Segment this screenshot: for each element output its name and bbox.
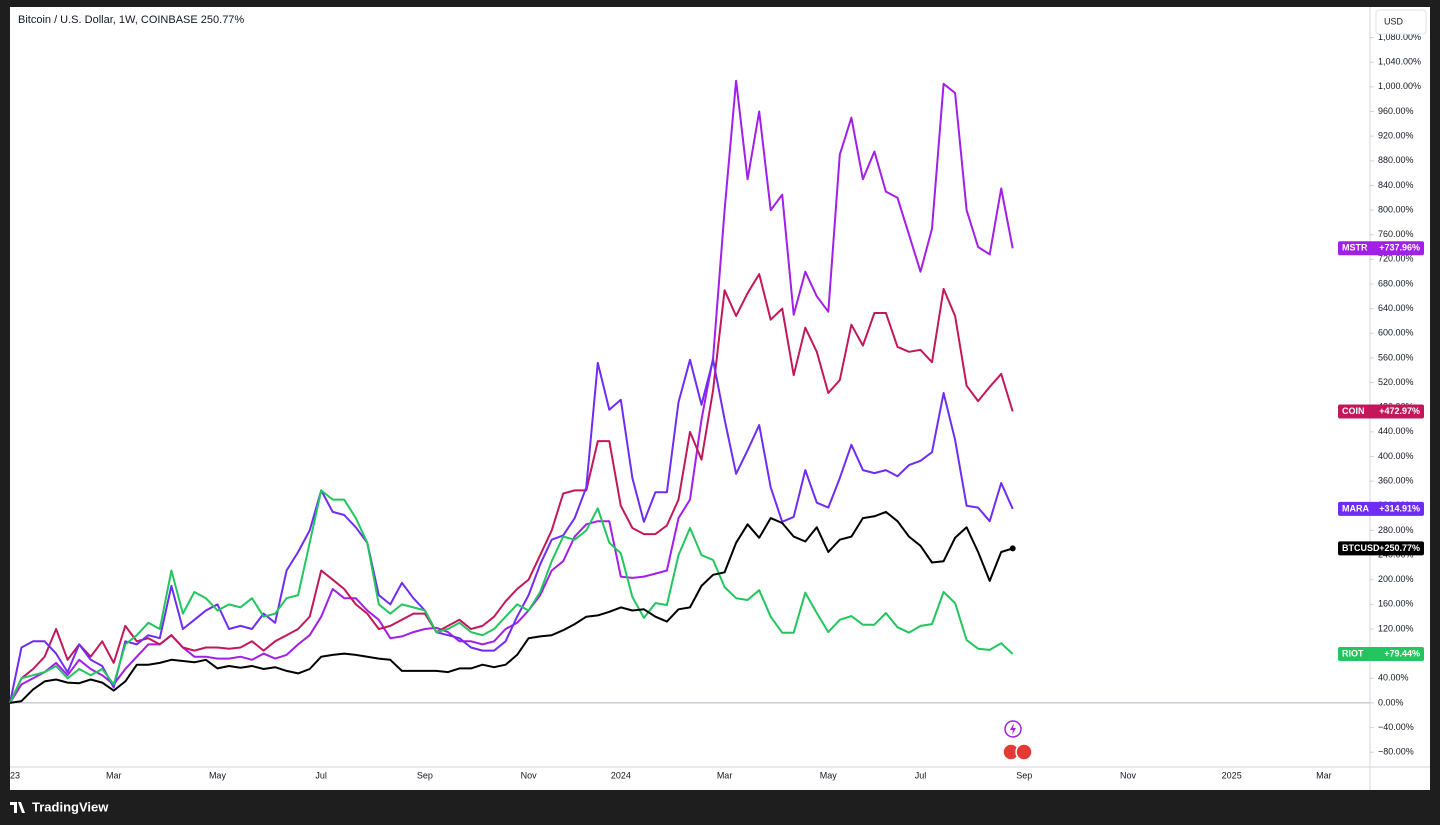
plot xyxy=(9,79,1370,704)
y-tick-label: 880.00% xyxy=(1378,155,1414,165)
price-tag xyxy=(1338,241,1424,256)
x-tick-label: Nov xyxy=(1120,770,1137,780)
price-tag xyxy=(1338,501,1424,516)
y-tick-label: 440.00% xyxy=(1378,426,1414,436)
x-tick-label: 2023 xyxy=(0,770,20,780)
last-point xyxy=(1009,545,1016,552)
logo-text: TradingView xyxy=(32,799,109,814)
y-tick-label: 520.00% xyxy=(1378,377,1414,387)
event-icon[interactable] xyxy=(1015,743,1033,761)
chart-title: Bitcoin / U.S. Dollar, 1W, COINBASE 250.… xyxy=(18,14,244,26)
x-tick-label: Sep xyxy=(417,770,433,780)
price-tag xyxy=(1338,541,1424,556)
series-line xyxy=(9,273,1014,704)
x-tick-label: Jul xyxy=(315,770,327,780)
series-line xyxy=(9,489,1014,704)
y-tick-label: 760.00% xyxy=(1378,229,1414,239)
legend-label: RIOT xyxy=(1342,648,1364,658)
y-tick-label: −40.00% xyxy=(1378,722,1414,732)
value-label: +79.44% xyxy=(1384,648,1420,658)
price-tag xyxy=(1338,646,1424,661)
x-tick-label: May xyxy=(820,770,838,780)
y-tick-label: 920.00% xyxy=(1378,131,1414,141)
x-tick-label: Mar xyxy=(1316,770,1332,780)
y-tick-label: 640.00% xyxy=(1378,303,1414,313)
y-tick-label: 280.00% xyxy=(1378,525,1414,535)
x-axis: 2023 Mar May Jul Sep Nov 2024 Mar May Jul Sep Nov 20… xyxy=(0,770,1332,780)
y-tick-label: 200.00% xyxy=(1378,574,1414,584)
y-tick-label: −80.00% xyxy=(1378,747,1414,757)
y-tick-label: 40.00% xyxy=(1378,673,1409,683)
series-line xyxy=(9,510,1013,704)
x-tick-label: Nov xyxy=(521,770,538,780)
x-tick-label: 2024 xyxy=(611,770,631,780)
y-tick-label: 360.00% xyxy=(1378,476,1414,486)
currency-button[interactable] xyxy=(1375,9,1427,35)
legend-label: MSTR xyxy=(1342,243,1368,253)
x-tick-label: Sep xyxy=(1016,770,1032,780)
y-tick-label: 600.00% xyxy=(1378,328,1414,338)
price-tags: MSTR +737.96% COIN +472.97% MARA +314.91% RIOT… xyxy=(1338,241,1424,661)
y-tick-label: 1,080.00% xyxy=(1378,32,1421,42)
event-icon-glyph xyxy=(1010,723,1016,735)
value-label: +472.97% xyxy=(1379,406,1420,416)
legend-label: MARA xyxy=(1342,503,1369,513)
price-tag xyxy=(1338,404,1424,419)
legend-label: COIN xyxy=(1342,406,1365,416)
y-tick-label: 960.00% xyxy=(1378,106,1414,116)
x-tick-label: Jul xyxy=(915,770,927,780)
legend-label: BTCUSD xyxy=(1342,543,1380,553)
y-tick-label: 160.00% xyxy=(1378,599,1414,609)
x-tick-label: Mar xyxy=(106,770,122,780)
event-icons xyxy=(1002,720,1033,761)
x-tick-label: Mar xyxy=(717,770,733,780)
currency-label: USD xyxy=(1384,16,1404,26)
y-tick-label: 680.00% xyxy=(1378,278,1414,288)
y-tick-label: 1,040.00% xyxy=(1378,57,1421,67)
y-tick-label: 120.00% xyxy=(1378,623,1414,633)
x-tick-label: May xyxy=(209,770,227,780)
y-tick-label: 720.00% xyxy=(1378,254,1414,264)
y-tick-label: 800.00% xyxy=(1378,204,1414,214)
branding: TradingView xyxy=(10,799,109,814)
y-tick-label: 0.00% xyxy=(1378,697,1404,707)
y-tick-label: 840.00% xyxy=(1378,180,1414,190)
logo-icon xyxy=(10,802,25,813)
y-tick-label: 400.00% xyxy=(1378,451,1414,461)
y-tick-label: 560.00% xyxy=(1378,352,1414,362)
y-tick-label: 1,000.00% xyxy=(1378,81,1421,91)
value-label: +737.96% xyxy=(1379,243,1420,253)
value-label: +250.77% xyxy=(1379,543,1420,553)
value-label: +314.91% xyxy=(1379,503,1420,513)
series-line xyxy=(9,358,1014,704)
x-tick-label: 2025 xyxy=(1222,770,1242,780)
y-axis: −80.00%−40.00%0.00%40.00%80.00%120.00%16… xyxy=(1370,32,1421,757)
